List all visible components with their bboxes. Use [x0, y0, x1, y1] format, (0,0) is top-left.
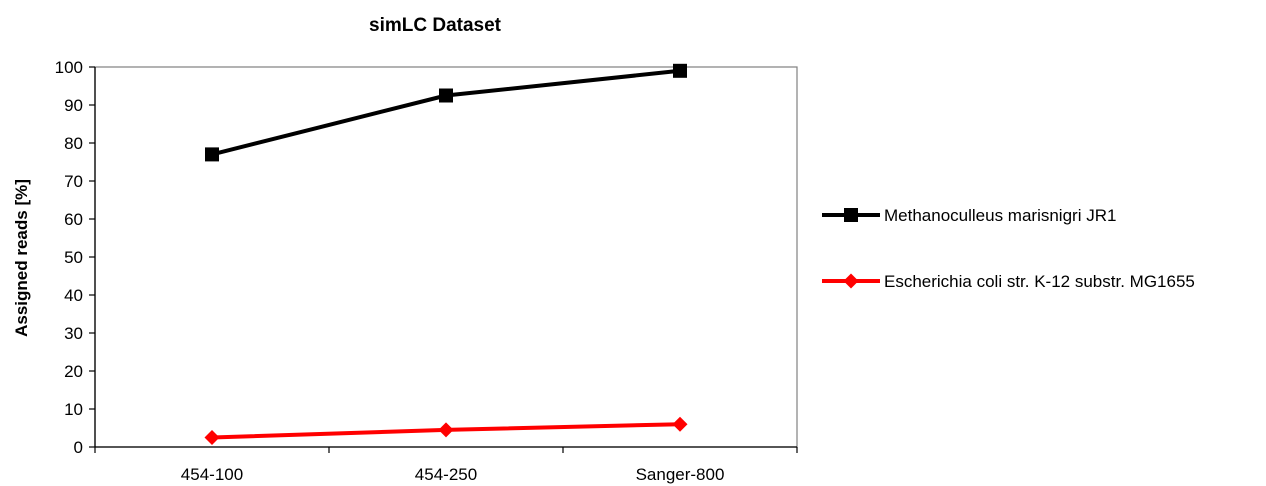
data-point [205, 147, 219, 162]
legend-marker [843, 273, 859, 289]
data-point [438, 422, 454, 438]
series-line [211, 68, 681, 157]
y-tick-label: 90 [64, 96, 83, 115]
series-layer [204, 63, 688, 445]
data-point [672, 416, 688, 432]
y-axis-label: Assigned reads [%] [12, 179, 31, 337]
y-tick-label: 60 [64, 210, 83, 229]
y-tick-label: 40 [64, 286, 83, 305]
y-tick-label: 30 [64, 324, 83, 343]
data-point [204, 430, 220, 445]
y-tick-label: 20 [64, 362, 83, 381]
legend-item-0: Methanoculleus marisnigri JR1 [822, 206, 1116, 225]
y-tick-label: 70 [64, 172, 83, 191]
y-tick-label: 0 [74, 438, 83, 457]
y-tick-label: 100 [55, 58, 83, 77]
legend: Methanoculleus marisnigri JR1 Escherichia… [822, 206, 1195, 291]
plot-area [94, 66, 798, 448]
x-tick-label: 454-250 [415, 465, 477, 484]
y-tick-label: 80 [64, 134, 83, 153]
chart-title: simLC Dataset [369, 15, 502, 36]
x-tick-label: 454-100 [181, 465, 243, 484]
y-axis: 0 10 20 30 40 50 60 70 80 90 100 [55, 58, 96, 457]
x-tick-label: Sanger-800 [636, 465, 725, 484]
y-tick-label: 10 [64, 400, 83, 419]
legend-item-1: Escherichia coli str. K-12 substr. MG165… [822, 272, 1195, 291]
data-point [439, 88, 453, 103]
legend-label: Methanoculleus marisnigri JR1 [884, 206, 1116, 225]
legend-label: Escherichia coli str. K-12 substr. MG165… [884, 272, 1195, 291]
y-tick-label: 50 [64, 248, 83, 267]
x-axis: 454-100 454-250 Sanger-800 [94, 446, 798, 484]
series-0 [205, 63, 687, 162]
data-point [673, 63, 687, 78]
legend-marker [844, 208, 858, 222]
series-1 [204, 416, 688, 445]
